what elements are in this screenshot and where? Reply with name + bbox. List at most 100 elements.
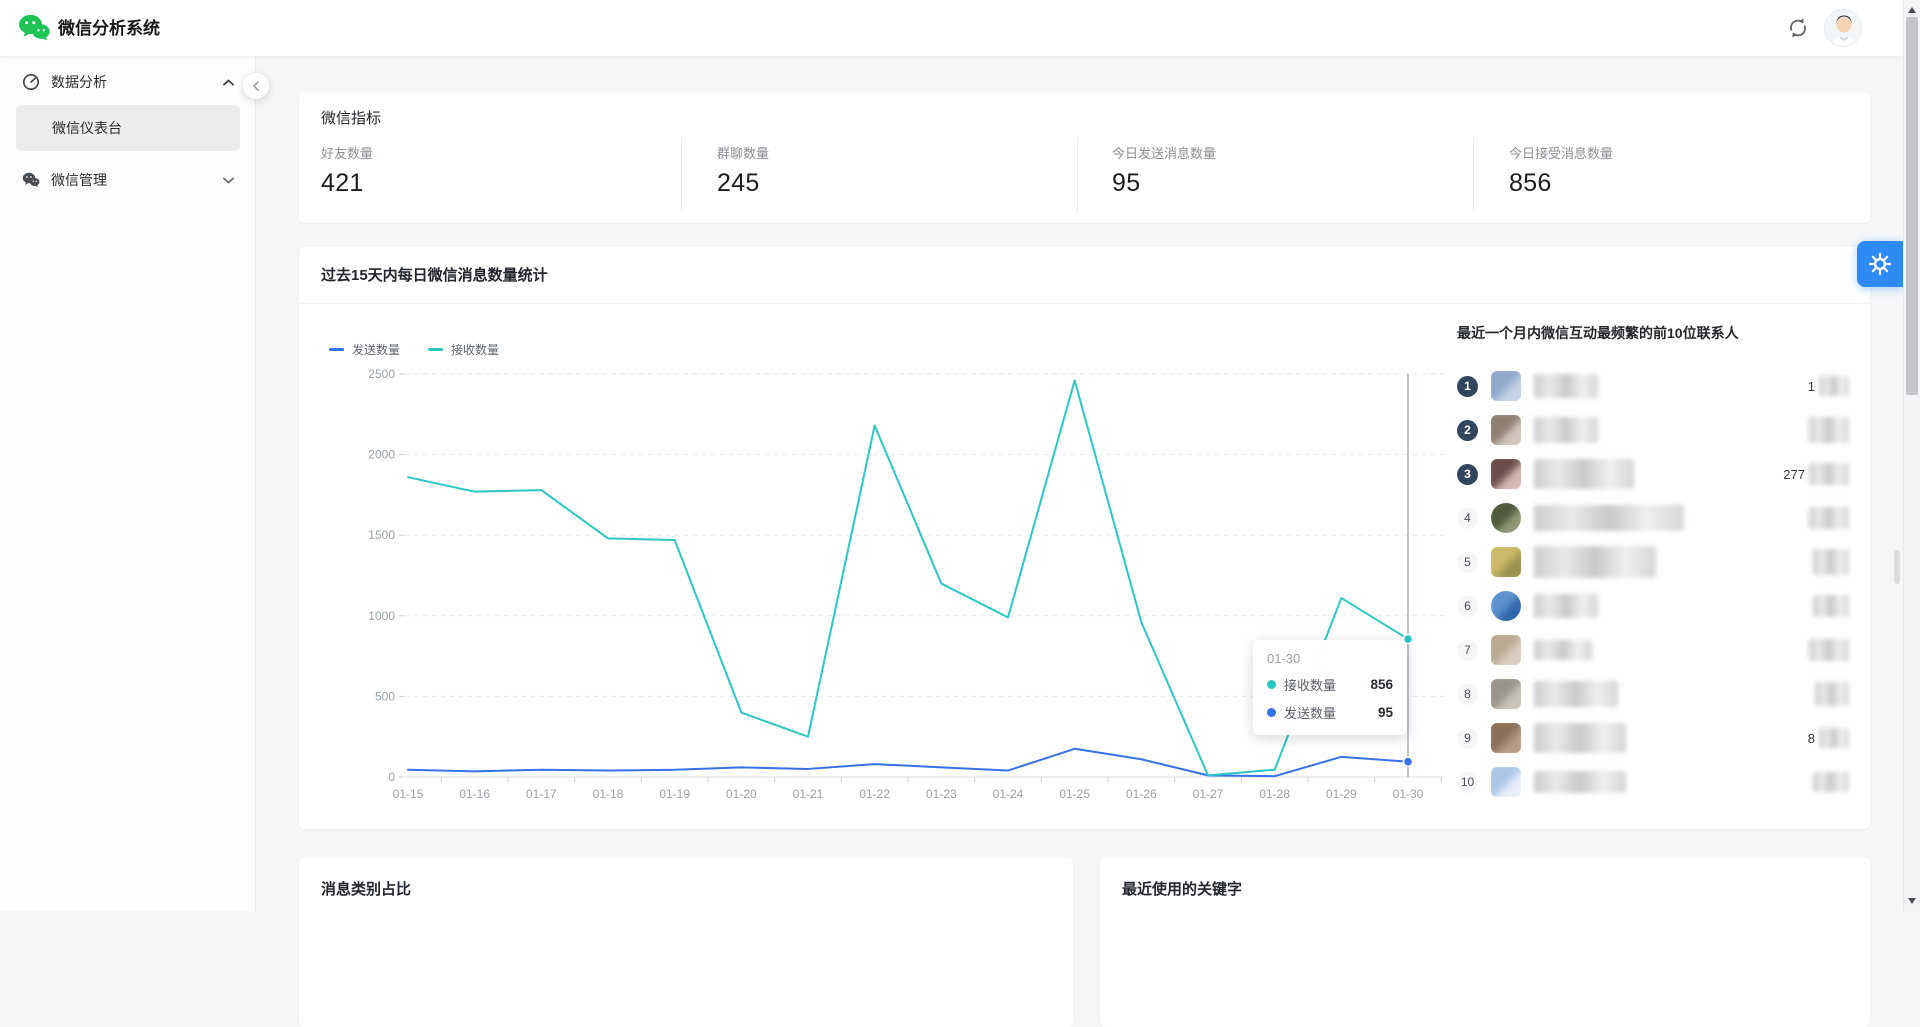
contact-count: 8 <box>1808 728 1849 748</box>
contact-count-redacted <box>1809 639 1849 661</box>
tooltip-series-value: 856 <box>1370 677 1393 692</box>
metrics-card-title: 微信指标 <box>321 110 382 127</box>
scrollbar-up-arrow[interactable] <box>1908 7 1916 13</box>
tooltip-series-value: 95 <box>1377 705 1393 720</box>
chart-card: 过去15天内每日微信消息数量统计 发送数量 接收数量 0 500 1000 1500 20… <box>299 247 1870 829</box>
legend-item-接收数量[interactable]: 接收数量 <box>428 341 499 358</box>
legend-item-发送数量[interactable]: 发送数量 <box>329 341 400 358</box>
svg-text:01-18: 01-18 <box>593 787 624 801</box>
divider <box>1473 137 1474 211</box>
metric-groups: 群聊数量 245 <box>717 143 769 198</box>
sidebar: 数据分析 微信仪表台 微信管理 <box>0 57 256 911</box>
contact-count <box>1813 595 1849 617</box>
svg-text:0: 0 <box>388 770 395 784</box>
top-contacts-title: 最近一个月内微信互动最频繁的前10位联系人 <box>1457 325 1739 341</box>
contact-avatar <box>1491 679 1521 709</box>
svg-text:01-28: 01-28 <box>1259 787 1290 801</box>
contact-count <box>1809 507 1849 529</box>
svg-text:01-20: 01-20 <box>726 787 757 801</box>
legend-label: 发送数量 <box>352 343 401 357</box>
contact-count <box>1815 682 1849 706</box>
rank-badge: 9 <box>1457 727 1478 749</box>
svg-text:01-22: 01-22 <box>859 787 890 801</box>
contact-name-redacted <box>1534 374 1598 398</box>
chart-card-title: 过去15天内每日微信消息数量统计 <box>321 267 548 284</box>
recent-keywords-title: 最近使用的关键字 <box>1122 881 1243 898</box>
contact-count-redacted <box>1813 595 1849 617</box>
contact-count-redacted <box>1819 376 1849 396</box>
chevron-left-icon <box>253 81 259 91</box>
app-header: 微信分析系统 <box>0 0 1920 57</box>
contact-name-redacted <box>1534 681 1618 707</box>
metric-label: 今日发送消息数量 <box>1112 146 1217 161</box>
contact-count-redacted <box>1809 417 1849 443</box>
scrollbar-thumb[interactable] <box>1906 17 1918 395</box>
page-scrollbar[interactable] <box>1903 0 1920 911</box>
rank-badge: 10 <box>1457 771 1478 793</box>
contact-count <box>1809 417 1849 443</box>
svg-text:01-26: 01-26 <box>1126 787 1157 801</box>
sidebar-item-data-analysis[interactable]: 数据分析 <box>12 63 244 101</box>
contact-count <box>1813 772 1849 792</box>
refresh-icon[interactable] <box>1786 16 1810 40</box>
contact-count-redacted <box>1809 463 1849 485</box>
svg-text:01-23: 01-23 <box>926 787 957 801</box>
contact-row: 3 277 <box>1457 452 1849 496</box>
contact-avatar <box>1491 635 1521 665</box>
rank-badge: 4 <box>1457 507 1478 529</box>
contact-count-redacted <box>1809 507 1849 529</box>
contact-row: 8 <box>1457 672 1849 716</box>
chart-card-header: 过去15天内每日微信消息数量统计 <box>299 247 1870 304</box>
contact-count: 277 <box>1783 463 1849 485</box>
svg-text:01-25: 01-25 <box>1059 787 1090 801</box>
contact-count: 1 <box>1808 376 1849 396</box>
rank-badge: 1 <box>1457 375 1478 397</box>
content-scrollbar-thumb[interactable] <box>1894 550 1900 584</box>
svg-text:01-17: 01-17 <box>526 787 557 801</box>
top-contacts-list: 1 1 2 3 277 4 5 6 7 8 9 8 10 <box>1457 364 1849 804</box>
rank-badge: 6 <box>1457 595 1478 617</box>
metric-label: 今日接受消息数量 <box>1509 146 1614 161</box>
rank-badge: 8 <box>1457 683 1478 705</box>
legend-label: 接收数量 <box>451 343 500 357</box>
svg-text:1000: 1000 <box>368 609 395 623</box>
divider <box>681 137 682 211</box>
app-title: 微信分析系统 <box>58 19 160 38</box>
contact-avatar <box>1491 503 1521 533</box>
legend-marker <box>428 348 444 351</box>
contact-count-visible-digits: 277 <box>1783 466 1805 482</box>
chevron-down-icon <box>223 177 234 183</box>
settings-button[interactable] <box>1857 241 1903 287</box>
sidebar-collapse-button[interactable] <box>243 73 269 99</box>
svg-text:01-27: 01-27 <box>1193 787 1224 801</box>
tooltip-series-name: 发送数量 <box>1284 706 1337 721</box>
rank-badge: 2 <box>1457 419 1478 441</box>
metric-value: 95 <box>1112 169 1141 197</box>
contact-count-redacted <box>1819 728 1849 748</box>
divider <box>1077 137 1078 211</box>
message-category-card: 消息类别占比 <box>299 857 1073 1027</box>
metric-label: 群聊数量 <box>717 146 770 161</box>
svg-text:2000: 2000 <box>368 448 395 462</box>
metric-received-today: 今日接受消息数量 856 <box>1509 143 1613 198</box>
message-category-title: 消息类别占比 <box>321 881 412 898</box>
user-avatar[interactable] <box>1824 9 1862 47</box>
metric-value: 245 <box>717 169 760 197</box>
contact-count <box>1813 549 1849 575</box>
sidebar-item-label: 数据分析 <box>51 74 107 90</box>
chart-tooltip: 01-30 接收数量 856 发送数量 95 <box>1253 640 1407 735</box>
tooltip-row: 发送数量 95 <box>1267 703 1393 722</box>
svg-text:01-16: 01-16 <box>459 787 490 801</box>
metric-friends: 好友数量 421 <box>321 143 373 198</box>
contact-name-redacted <box>1534 771 1626 793</box>
svg-text:500: 500 <box>375 689 395 703</box>
sidebar-item-wechat-dashboard[interactable]: 微信仪表台 <box>16 105 240 151</box>
sidebar-item-wechat-management[interactable]: 微信管理 <box>12 161 244 199</box>
contact-row: 4 <box>1457 496 1849 540</box>
scrollbar-down-arrow[interactable] <box>1908 898 1916 904</box>
contact-count <box>1809 639 1849 661</box>
chevron-up-icon <box>223 79 234 85</box>
dashboard-gauge-icon <box>23 74 39 90</box>
